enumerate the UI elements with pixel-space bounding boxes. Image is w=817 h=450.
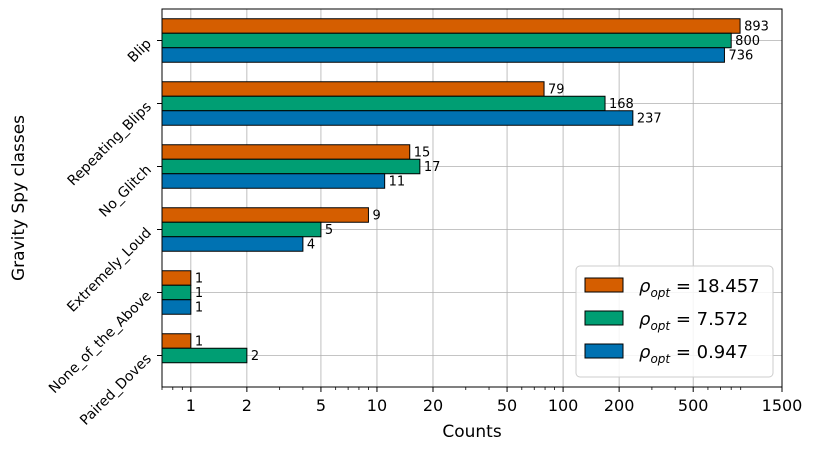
category-label: Blip [125, 36, 155, 66]
bar-value-label: 800 [735, 34, 760, 49]
bar [161, 110, 634, 126]
x-tick-label: 1 [186, 396, 196, 415]
bar [161, 158, 421, 175]
bar-value-label: 11 [389, 175, 406, 190]
legend-label: ρopt = 0.947 [639, 342, 748, 366]
bar-value-label: 1 [195, 286, 203, 301]
bar [161, 144, 411, 160]
plot-frame [161, 8, 783, 388]
bar [161, 270, 192, 286]
x-tick-label: 1500 [762, 396, 803, 415]
bar-value-label: 1 [195, 335, 203, 350]
bar-value-label: 79 [548, 83, 565, 98]
bars-layer [161, 18, 741, 364]
legend-swatch [584, 343, 624, 359]
x-axis-title: Counts [442, 422, 501, 442]
bar-value-label: 1 [195, 301, 203, 316]
x-tick-label: 50 [497, 396, 517, 415]
bar-value-label: 2 [251, 349, 259, 364]
x-tick-label: 200 [604, 396, 635, 415]
bar-value-label: 893 [744, 20, 769, 35]
x-tick-label: 5 [316, 396, 326, 415]
bar [161, 95, 606, 112]
y-ticks: BlipRepeating_BlipsNo_GlitchExtremely_Lo… [46, 36, 162, 429]
y-axis-title: Gravity Spy classes [9, 115, 29, 281]
bar [161, 333, 192, 349]
bar-value-label: 9 [372, 209, 380, 224]
bar [161, 173, 386, 189]
bar [161, 47, 725, 63]
bar [161, 221, 322, 238]
legend-label: ρopt = 7.572 [639, 309, 748, 333]
bar [161, 32, 732, 49]
x-tick-label: 20 [423, 396, 443, 415]
bar-value-label: 15 [414, 146, 431, 161]
bar [161, 347, 248, 364]
bar [161, 207, 369, 223]
legend-box [575, 265, 774, 378]
bar-value-label: 4 [307, 238, 315, 253]
legend-label: ρopt = 18.457 [639, 276, 760, 300]
bar [161, 284, 192, 301]
bar-value-label: 237 [637, 112, 662, 127]
bar-value-label: 17 [424, 160, 441, 175]
legend: ρopt = 18.457 ρopt = 7.572 ρopt = 0.947 [575, 265, 774, 378]
bar-value-label: 1 [195, 272, 203, 287]
bar [161, 81, 545, 97]
legend-swatch [584, 277, 624, 293]
category-label: No_Glitch [96, 162, 155, 221]
x-ticks: 1 2 5 10 20 50 100 200 500 1500 [161, 387, 803, 415]
bar-value-label: 5 [325, 223, 333, 238]
legend-swatch [584, 310, 624, 326]
x-tick-label: 100 [548, 396, 579, 415]
bar [161, 236, 304, 252]
category-label: None_of_the_Above [46, 288, 155, 397]
x-tick-label: 500 [678, 396, 709, 415]
x-tick-label: 10 [367, 396, 387, 415]
bar [161, 18, 741, 34]
bar-value-label: 168 [609, 97, 634, 112]
bar-value-label: 736 [728, 49, 753, 64]
x-tick-label: 2 [242, 396, 252, 415]
bar [161, 299, 192, 315]
